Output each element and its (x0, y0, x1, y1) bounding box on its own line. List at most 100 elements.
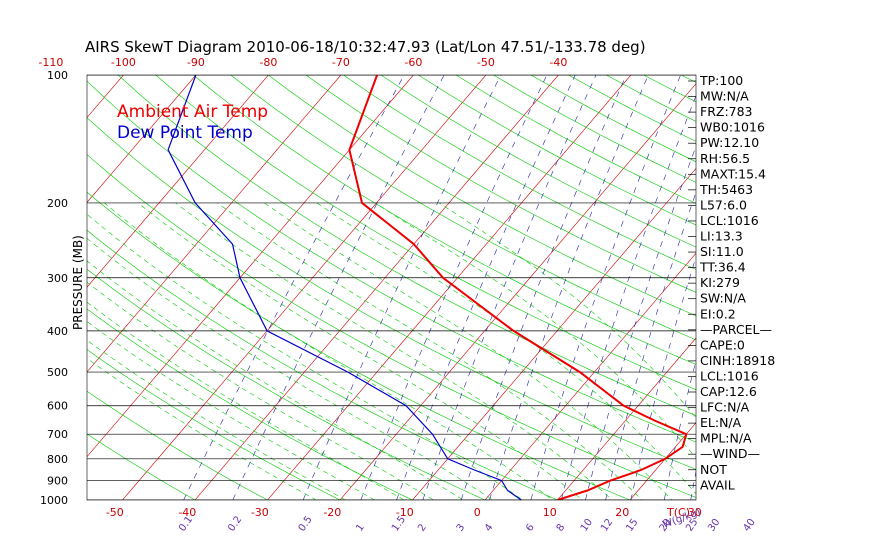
moist-adiabat-line (87, 321, 376, 500)
mixing-ratio-tick-label: 2 (416, 522, 429, 534)
isobar-lines (87, 75, 696, 500)
pressure-tick-label: 600 (47, 400, 68, 413)
top-axis-tick-label: -80 (259, 56, 277, 69)
top-axis-tick-label: -40 (549, 56, 567, 69)
pressure-tick-label: 1000 (40, 494, 68, 507)
stats-item: MW:N/A (700, 89, 749, 104)
bottom-temp-tick-label: 10 (543, 506, 557, 519)
stats-item: WB0:1016 (700, 120, 765, 135)
isotherm-line (87, 75, 414, 458)
dry-adiabat-line (87, 80, 696, 443)
moist-adiabat-line (87, 281, 435, 500)
dry-adiabat-line (305, 75, 696, 293)
stats-item: SW:N/A (700, 291, 746, 306)
mixing-ratio-line (663, 359, 696, 500)
dry-adiabat-lines (87, 75, 870, 509)
stats-item: EI:0.2 (700, 306, 736, 321)
moist-adiabat-line (264, 202, 673, 500)
moist-adiabat-line (175, 202, 613, 500)
moist-adiabat-line (87, 339, 346, 500)
mixing-ratio-tick-label: 10 (579, 517, 595, 534)
y-axis-label: PRESSURE (MB) (71, 235, 85, 330)
isotherm-line (0, 75, 51, 509)
dry-adiabat-line (193, 75, 696, 365)
stats-panel: TP:100MW:N/AFRZ:783WB0:1016PW:12.10RH:56… (688, 73, 775, 492)
dry-adiabat-line (87, 390, 269, 500)
pressure-tick-label: 200 (47, 197, 68, 210)
top-axis-tick-label: -60 (404, 56, 422, 69)
stats-item: SI:11.0 (700, 244, 744, 259)
mixing-ratio-tick-label: 3 (455, 522, 468, 534)
dry-adiabat-line (87, 154, 696, 498)
mixing-ratio-tick-label: 30 (706, 517, 722, 534)
mixing-ratio-line (183, 75, 405, 500)
mixing-ratio-line (396, 75, 576, 500)
mixing-ratio-tick-label: 15 (624, 517, 640, 534)
bottom-temp-tick-label: 20 (615, 506, 629, 519)
top-axis-tick-label: -50 (477, 56, 495, 69)
mixing-ratio-line (489, 75, 649, 500)
isotherm-line (339, 83, 696, 500)
dry-adiabat-line (87, 349, 341, 500)
bottom-temp-tick-label: -10 (396, 506, 414, 519)
top-axis-tick-label: -90 (187, 56, 205, 69)
moist-adiabat-line (87, 358, 317, 500)
moist-adiabat-line (87, 238, 494, 500)
stats-item: MPL:N/A (700, 431, 752, 446)
dewpoint-line (167, 75, 522, 500)
moist-adiabat-line (87, 213, 524, 500)
dry-adiabat-line (155, 75, 696, 391)
dry-adiabat-line (87, 191, 631, 500)
isotherm-line (122, 75, 487, 500)
dry-adiabat-line (87, 229, 559, 500)
moist-adiabat-line (375, 202, 696, 459)
plot-area (0, 75, 870, 509)
stats-item: LCL:1016 (700, 213, 759, 228)
dry-adiabat-line (268, 75, 696, 317)
bottom-axis: -50 -40 -30 -20 -10 0 10 20 30T(C) (106, 506, 702, 519)
dry-adiabat-line (87, 268, 486, 500)
bottom-temp-tick-label: 30 (688, 506, 702, 519)
stats-item: LFC:N/A (700, 400, 750, 415)
dry-adiabat-line (794, 75, 870, 509)
top-axis-tick-label: -100 (111, 56, 136, 69)
moist-adiabat-line (87, 301, 405, 500)
mixing-ratio-tick-label: 6 (524, 522, 537, 534)
isotherm-line (767, 75, 870, 509)
stats-item: LI:13.3 (700, 229, 743, 244)
bottom-temp-tick-label: -40 (178, 506, 196, 519)
legend-dewpoint: Dew Point Temp (117, 123, 253, 143)
moist-adiabat-line (104, 202, 554, 500)
dry-adiabat-line (493, 75, 696, 183)
mixing-ratio-tick-label: 40 (741, 517, 757, 534)
dry-adiabat-line (87, 308, 414, 500)
dry-adiabat-line (756, 75, 870, 509)
isotherm-line (194, 75, 559, 500)
mixing-ratio-line (302, 75, 502, 500)
bottom-temp-tick-label: -20 (323, 506, 341, 519)
stats-item: MAXT:15.4 (700, 166, 766, 181)
mixing-ratio-line (630, 256, 696, 500)
isotherm-line (87, 75, 124, 119)
mixing-ratio-line (605, 191, 696, 500)
mixing-ratio-tick-label: 0.5 (297, 514, 315, 533)
mixing-ratio-line (232, 75, 445, 500)
pressure-axis: 100 200 300 400 500 600 700 800 900 1000 (40, 69, 68, 507)
isotherm-line (87, 75, 269, 288)
bottom-temp-tick-label: -30 (251, 506, 269, 519)
dry-adiabat-line (87, 433, 196, 500)
stats-item: —WIND— (700, 446, 760, 461)
dry-adiabat-line (343, 75, 696, 270)
stats-item: EL:N/A (700, 415, 742, 430)
moist-adiabat-line (137, 202, 583, 500)
pressure-tick-label: 500 (47, 366, 68, 379)
mixing-ratio-line (460, 75, 627, 500)
temperature-line (348, 75, 688, 500)
mixing-ratio-line (360, 75, 548, 500)
chart-title: AIRS SkewT Diagram 2010-06-18/10:32:47.9… (85, 38, 646, 56)
mixing-ratio-line (585, 145, 696, 500)
mixing-ratio-lines (183, 75, 696, 500)
mixing-ratio-tick-label: 12 (599, 517, 615, 534)
stats-item: FRZ:783 (700, 104, 753, 119)
